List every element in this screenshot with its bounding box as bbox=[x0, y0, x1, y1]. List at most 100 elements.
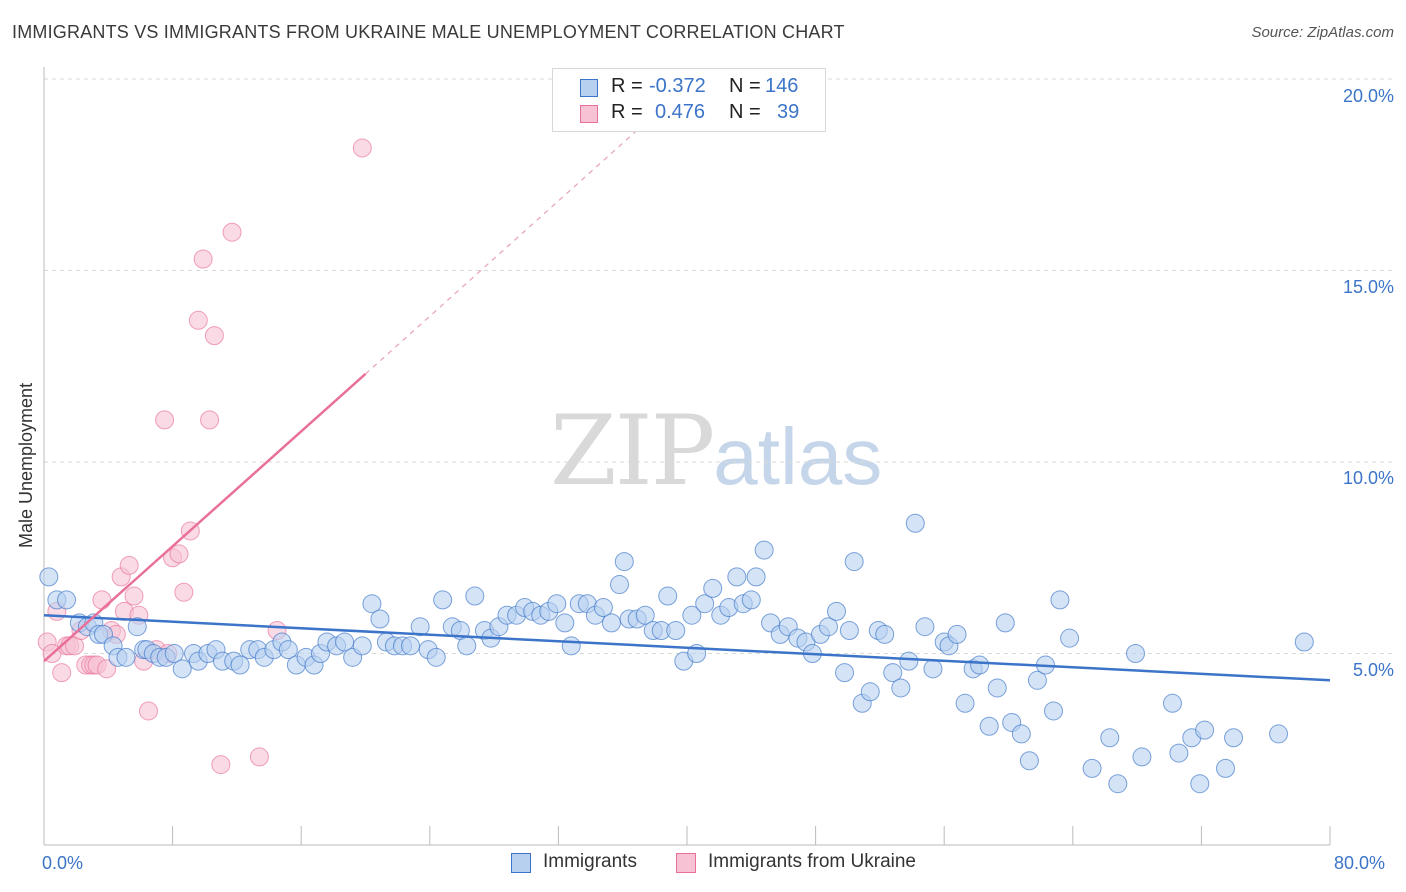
immigrants-point bbox=[1019, 751, 1039, 771]
n-label: N = bbox=[729, 101, 761, 123]
immigrants-point bbox=[410, 617, 430, 637]
legend-swatch-blue bbox=[511, 853, 531, 873]
ukraine-point bbox=[352, 138, 372, 158]
y-axis-label: Male Unemployment bbox=[16, 382, 36, 548]
ukraine-point bbox=[188, 310, 208, 330]
legend-label: Immigrants from Ukraine bbox=[708, 851, 916, 872]
n-label: N = bbox=[729, 75, 761, 97]
immigrants-point bbox=[1169, 743, 1189, 763]
legend-label: Immigrants bbox=[543, 851, 637, 872]
ukraine-point bbox=[52, 663, 72, 683]
immigrants-point bbox=[1216, 758, 1236, 778]
legend-swatch-pink bbox=[580, 105, 598, 123]
immigrants-point bbox=[1027, 670, 1047, 690]
immigrants-point bbox=[727, 567, 747, 587]
ukraine-point bbox=[211, 755, 231, 775]
immigrants-point bbox=[116, 647, 136, 667]
immigrants-point bbox=[401, 636, 421, 656]
immigrants-point bbox=[1100, 728, 1120, 748]
immigrants-point bbox=[1050, 590, 1070, 610]
immigrants-point bbox=[1125, 644, 1145, 663]
immigrants-point bbox=[1162, 693, 1182, 713]
r-value: -0.372 bbox=[649, 75, 706, 97]
immigrants-point bbox=[230, 655, 250, 675]
immigrants-point bbox=[164, 644, 184, 663]
immigrants-point bbox=[609, 575, 629, 595]
legend-swatch-pink bbox=[676, 853, 696, 873]
immigrants-point bbox=[1224, 728, 1244, 748]
immigrants-point bbox=[987, 678, 1007, 698]
immigrants-point bbox=[457, 636, 477, 656]
ukraine-point bbox=[169, 544, 189, 564]
immigrants-point bbox=[127, 617, 147, 637]
immigrants-point bbox=[1060, 628, 1080, 648]
watermark-zip: ZIP bbox=[550, 395, 715, 507]
r-label: R = bbox=[611, 75, 643, 97]
immigrants-point bbox=[1044, 701, 1064, 721]
immigrants-point bbox=[835, 663, 855, 683]
immigrants-point bbox=[899, 651, 919, 671]
r-label: R = bbox=[611, 101, 643, 123]
n-value: 146 bbox=[765, 75, 799, 97]
immigrants-point bbox=[666, 621, 686, 641]
ukraine-point bbox=[97, 659, 117, 679]
r-value: 0.476 bbox=[655, 101, 706, 123]
immigrants-point bbox=[695, 594, 715, 614]
immigrants-point bbox=[754, 540, 774, 560]
chart-title: IMMIGRANTS VS IMMIGRANTS FROM UKRAINE MA… bbox=[12, 22, 845, 42]
immigrants-point bbox=[741, 590, 761, 610]
immigrants-point bbox=[682, 605, 702, 625]
immigrants-point bbox=[915, 617, 935, 637]
ukraine-point bbox=[119, 555, 139, 575]
immigrants-point bbox=[57, 590, 77, 610]
immigrants-point bbox=[979, 716, 999, 736]
immigrants-point bbox=[955, 693, 975, 713]
y-tick-label: 5.0% bbox=[1352, 660, 1394, 680]
immigrants-point bbox=[947, 624, 967, 644]
immigrants-point bbox=[547, 594, 567, 614]
ukraine-point bbox=[204, 326, 224, 346]
ukraine-point bbox=[155, 410, 175, 430]
immigrants-point bbox=[39, 567, 59, 587]
x-tick-label: 0.0% bbox=[42, 853, 84, 873]
watermark-atlas: atlas bbox=[713, 412, 883, 501]
immigrants-point bbox=[1195, 720, 1215, 740]
immigrants-point bbox=[362, 594, 382, 614]
n-value: 39 bbox=[777, 101, 800, 123]
ukraine-trend-extension bbox=[365, 128, 640, 375]
x-tick-label: 80.0% bbox=[1334, 853, 1386, 873]
immigrants-point bbox=[433, 590, 453, 610]
chart-source: Source: ZipAtlas.com bbox=[1251, 24, 1394, 41]
immigrants-point bbox=[601, 613, 621, 633]
ukraine-trend-line bbox=[43, 372, 367, 663]
immigrants-point bbox=[883, 663, 903, 683]
ukraine-point bbox=[174, 582, 194, 602]
immigrants-point bbox=[818, 617, 838, 637]
immigrants-point bbox=[875, 624, 895, 644]
immigrants-point bbox=[278, 640, 298, 660]
immigrants-trend-line bbox=[43, 613, 1331, 682]
ukraine-point bbox=[200, 410, 220, 430]
ukraine-point bbox=[193, 249, 213, 269]
immigrants-point bbox=[746, 567, 766, 587]
immigrants-point bbox=[614, 552, 634, 572]
immigrants-point bbox=[923, 659, 943, 679]
immigrants-point bbox=[555, 613, 575, 633]
immigrants-point bbox=[970, 655, 990, 675]
immigrants-point bbox=[426, 647, 446, 667]
immigrants-point bbox=[995, 613, 1015, 633]
y-tick-label: 20.0% bbox=[1342, 86, 1394, 106]
y-tick-label: 15.0% bbox=[1342, 277, 1394, 297]
ukraine-point bbox=[92, 590, 112, 610]
legend-swatch-blue bbox=[580, 79, 598, 97]
immigrants-point bbox=[352, 636, 372, 656]
immigrants-point bbox=[703, 578, 723, 598]
ukraine-point bbox=[249, 747, 269, 767]
immigrants-point bbox=[370, 609, 390, 629]
immigrants-point bbox=[905, 513, 925, 533]
immigrants-point bbox=[465, 586, 485, 606]
immigrants-point bbox=[658, 586, 678, 606]
immigrants-point bbox=[844, 552, 864, 572]
immigrants-point bbox=[561, 636, 581, 656]
